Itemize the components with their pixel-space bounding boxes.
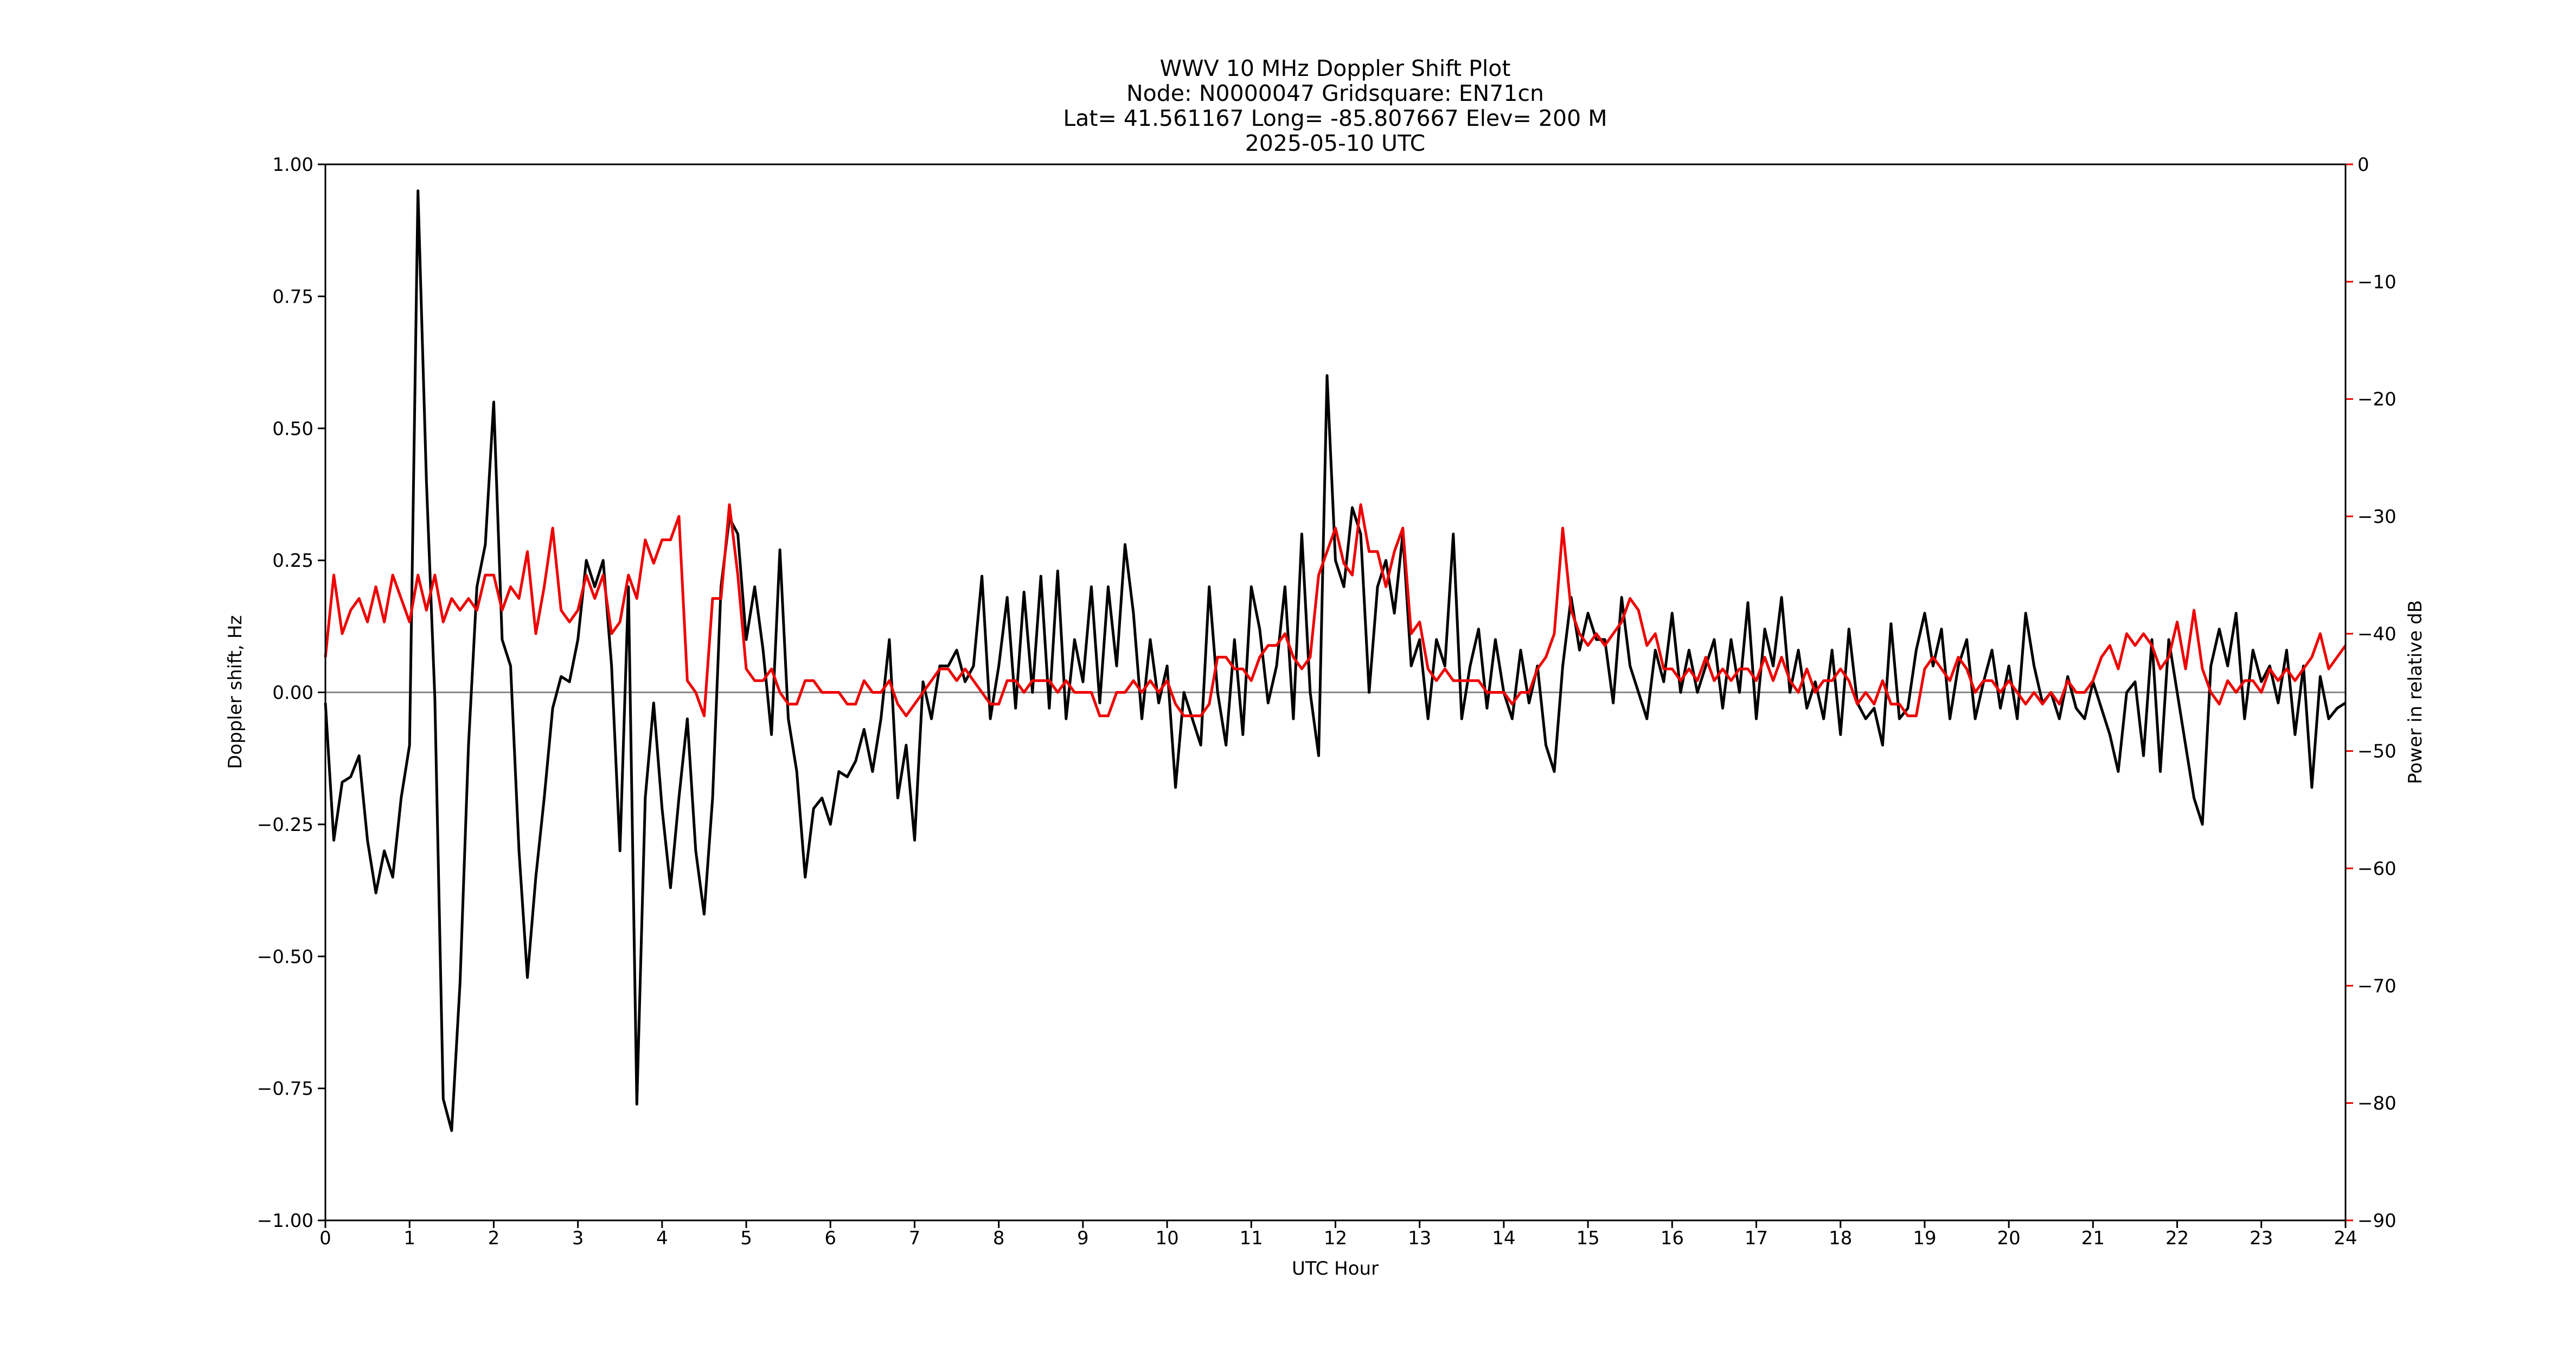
y2-axis-label: Power in relative dB: [2405, 600, 2426, 784]
y-axis-label: Doppler shift, Hz: [225, 615, 246, 769]
y2-tick-label: −30: [2357, 506, 2396, 528]
chart-subtitle: Lat= 41.561167 Long= -85.807667 Elev= 20…: [1063, 105, 1607, 131]
y2-tick-label: 0: [2357, 154, 2369, 176]
x-tick-label: 22: [2165, 1227, 2189, 1249]
y2-tick-label: −80: [2357, 1093, 2396, 1115]
chart-subtitle: 2025-05-10 UTC: [1245, 130, 1426, 156]
series-line: [324, 503, 2347, 718]
x-tick-label: 10: [1155, 1227, 1178, 1249]
y-tick-label: 1.00: [272, 154, 313, 176]
x-tick-label: 1: [403, 1227, 415, 1249]
x-tick-label: 5: [740, 1227, 752, 1249]
x-tick-label: 23: [2250, 1227, 2273, 1249]
x-tick-label: 7: [909, 1227, 921, 1249]
x-tick-label: 2: [488, 1227, 500, 1249]
x-tick-label: 20: [1997, 1227, 2021, 1249]
y2-tick-label: −40: [2357, 623, 2396, 645]
y2-tick-label: −20: [2357, 389, 2396, 411]
y2-tick-label: −60: [2357, 858, 2396, 880]
x-tick-label: 12: [1324, 1227, 1347, 1249]
plot-frame: [324, 163, 2347, 1221]
x-tick-label: 6: [824, 1227, 836, 1249]
x-tick-label: 9: [1077, 1227, 1089, 1249]
x-tick-label: 15: [1576, 1227, 1599, 1249]
y-tick-label: −0.50: [257, 946, 313, 968]
x-tick-label: 3: [572, 1227, 584, 1249]
series-line: [324, 189, 2347, 1132]
y2-tick-label: −70: [2357, 975, 2396, 997]
chart-title: WWV 10 MHz Doppler Shift Plot: [1160, 55, 1511, 81]
x-tick-label: 4: [656, 1227, 668, 1249]
y-tick-label: 0.25: [272, 550, 313, 572]
x-tick-label: 19: [1913, 1227, 1936, 1249]
chart-subtitle: Node: N0000047 Gridsquare: EN71cn: [1126, 80, 1544, 106]
y-tick-label: −0.25: [257, 814, 313, 836]
y-tick-label: 0.50: [272, 418, 313, 440]
y2-tick-label: −90: [2357, 1210, 2396, 1232]
x-tick-label: 11: [1240, 1227, 1263, 1249]
x-tick-label: 13: [1408, 1227, 1431, 1249]
x-tick-label: 8: [993, 1227, 1005, 1249]
x-axis-label: UTC Hour: [1292, 1258, 1379, 1280]
x-tick-label: 16: [1661, 1227, 1684, 1249]
y-tick-label: 0.00: [272, 682, 313, 704]
y2-tick-label: −50: [2357, 741, 2396, 763]
x-tick-label: 18: [1829, 1227, 1852, 1249]
x-tick-label: 24: [2334, 1227, 2357, 1249]
y2-tick-label: −10: [2357, 271, 2396, 293]
x-tick-label: 21: [2081, 1227, 2105, 1249]
x-tick-label: 0: [319, 1227, 331, 1249]
x-tick-label: 17: [1745, 1227, 1768, 1249]
x-tick-label: 14: [1492, 1227, 1515, 1249]
y-tick-label: −0.75: [257, 1078, 313, 1100]
y-tick-label: −1.00: [257, 1210, 313, 1232]
y-tick-label: 0.75: [272, 286, 313, 308]
